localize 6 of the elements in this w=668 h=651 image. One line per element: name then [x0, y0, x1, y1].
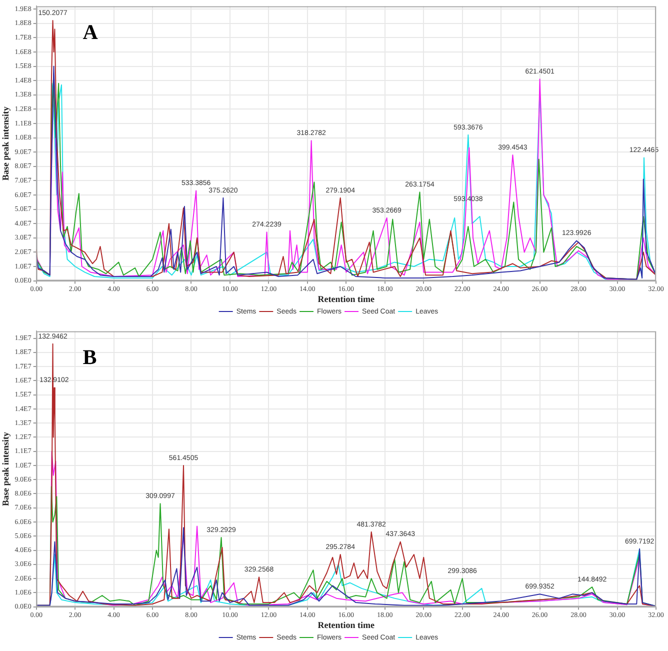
text: B: [82, 345, 97, 370]
x-axis-title: Retention time: [318, 294, 375, 304]
text: A: [82, 20, 99, 44]
y-axis-title: Base peak intensity: [0, 106, 11, 181]
y-axis-title: Base peak intensity: [0, 432, 11, 506]
x-axis-title: Retention time: [318, 620, 375, 630]
